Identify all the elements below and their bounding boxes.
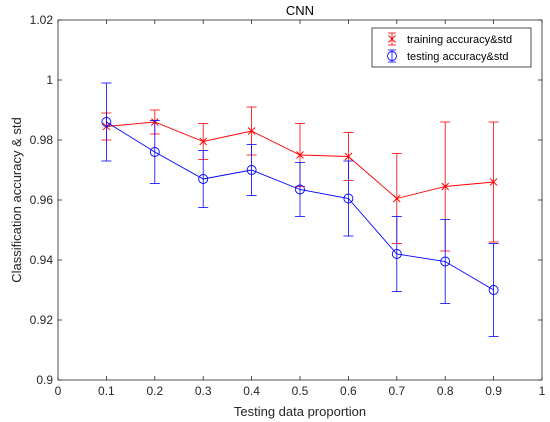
legend: training accuracy&std testing accuracy&st… [371,27,532,68]
error-bar [198,150,209,208]
marker-stroke [441,182,450,191]
data-point-circle [488,285,499,295]
x-tick-label: 1 [539,384,546,398]
data-point-x [441,182,450,191]
data-point-x [199,137,208,146]
legend-entry-training: training accuracy&std [388,32,512,46]
x-axis: 0 0.1 0.2 0.3 0.4 0.5 0.6 0.7 0.8 0.9 1 [55,20,546,398]
data-point-circle [343,193,354,204]
x-tick-label: 0.6 [340,384,357,398]
data-point-x [392,194,401,203]
y-tick-label: 1 [46,73,53,87]
marker-stroke [296,151,304,159]
marker-stroke [392,194,401,203]
error-bar [246,144,257,196]
x-tick-label: 0.1 [98,384,115,398]
legend-entries: training accuracy&std testing accuracy&st… [387,32,512,63]
data-point-circle [198,174,209,184]
x-tick-label: 0.8 [437,384,454,398]
data-point-circle [149,147,160,157]
error-bar [440,219,451,304]
error-bar [488,243,499,337]
data-point-x [247,127,256,135]
legend-label: testing accuracy&std [407,51,509,63]
marker-stroke [247,127,256,135]
y-tick-label: 0.92 [30,313,54,327]
error-bar [101,82,112,162]
legend-marker-x [388,35,396,43]
x-tick-label: 0.9 [485,384,502,398]
data-point-x [296,151,304,159]
x-axis-label: Testing data proportion [234,404,366,419]
y-tick-label: 0.98 [30,133,54,147]
y-tick-label: 1.02 [30,13,54,27]
legend-label: training accuracy&std [407,34,512,46]
chart-title: CNN [286,3,314,18]
y-axis-label: Classification accuracy & std [9,117,24,282]
error-bar [149,120,160,184]
data-point-circle [246,165,257,175]
data-point-x [489,178,498,186]
error-bar [343,160,354,237]
x-tick-label: 0.2 [146,384,163,398]
series-layer [101,82,499,337]
legend-box [371,27,532,68]
marker-stroke [199,137,208,146]
legend-marker-circle [387,51,397,61]
x-tick-label: 0.5 [292,384,309,398]
legend-entry-testing: testing accuracy&std [387,49,509,63]
x-tick-label: 0.4 [243,384,260,398]
error-bar [391,216,402,292]
x-tick-label: 0.3 [195,384,212,398]
y-tick-label: 0.96 [30,193,54,207]
error-bar [295,162,305,217]
data-point-circle [391,249,402,259]
y-tick-label: 0.94 [30,253,54,267]
data-point-circle [101,117,112,127]
series-testing [101,82,499,337]
data-point-circle [295,184,305,195]
marker-stroke [344,152,353,161]
marker-stroke [489,178,498,186]
x-tick-label: 0.7 [388,384,405,398]
y-axis: 0.9 0.92 0.94 0.96 0.98 1 1.02 [30,13,542,387]
data-point-x [344,152,353,161]
y-tick-label: 0.9 [36,373,53,387]
data-point-circle [440,256,451,267]
x-tick-label: 0 [55,384,62,398]
